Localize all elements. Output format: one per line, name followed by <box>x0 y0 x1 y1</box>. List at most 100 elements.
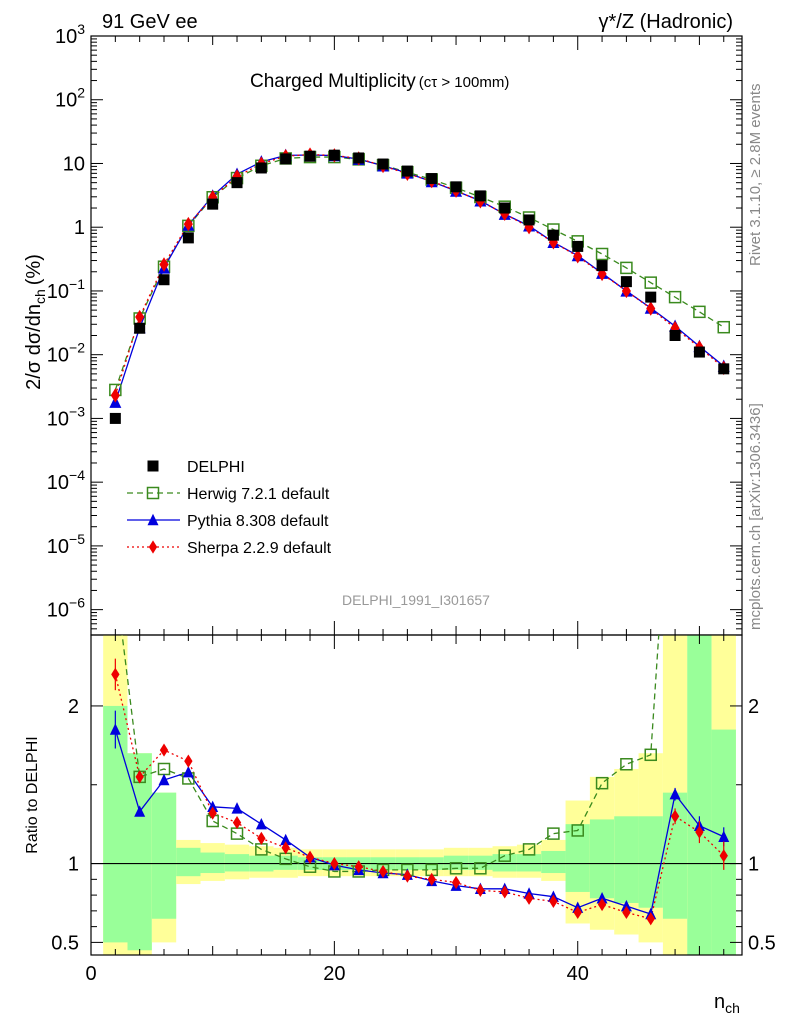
legend-marker-delphi <box>147 460 159 472</box>
ratio-point-pythia <box>231 802 243 814</box>
header-left: 91 GeV ee <box>102 11 198 33</box>
band-green <box>541 850 566 874</box>
legend-marker-sherpa <box>148 540 158 554</box>
data-point-delphi <box>596 260 608 272</box>
x-tick-label: 0 <box>85 963 96 985</box>
ratio-y-tick-label: 0.5 <box>51 932 79 954</box>
data-point-sherpa <box>573 249 583 264</box>
band-green <box>687 635 712 955</box>
y-tick-label: 10−5 <box>47 531 85 558</box>
ratio-point-sherpa <box>135 770 144 784</box>
band-green <box>565 824 590 892</box>
ratio-point-pythia <box>109 723 121 735</box>
data-point-sherpa <box>135 309 145 325</box>
data-point-delphi <box>255 162 267 174</box>
ratio-point-herwig <box>644 748 657 762</box>
data-point-delphi <box>377 158 389 170</box>
data-point-delphi <box>109 412 121 424</box>
ratio-y-tick-label: 1 <box>68 854 79 876</box>
ratio-series <box>109 385 730 926</box>
ratio-ylabel: Ratio to DELPHI <box>24 736 41 853</box>
ratio-point-sherpa <box>330 856 339 871</box>
data-point-delphi <box>231 177 243 189</box>
side-label-rivet: Rivet 3.1.10, ≥ 2.8M events <box>747 84 764 267</box>
ratio-point-sherpa <box>403 869 412 883</box>
ratio-point-pythia <box>280 833 292 846</box>
data-point-sherpa <box>597 266 607 282</box>
ratio-point-pythia <box>158 773 170 786</box>
side-label-mcplots: mcplots.cern.ch [arXiv:1306.3436] <box>747 403 764 630</box>
ratio-point-sherpa <box>524 891 534 905</box>
header-right: γ*/Z (Hadronic) <box>599 11 733 33</box>
ratio-y-tick-label: 1 <box>748 854 759 876</box>
ratio-point-sherpa <box>549 894 558 909</box>
ratio-point-pythia <box>718 830 730 842</box>
band-green <box>273 855 298 870</box>
ratio-point-herwig <box>498 849 511 862</box>
data-point-delphi <box>718 363 730 375</box>
x-tick-label: 40 <box>567 963 589 985</box>
data-point-delphi <box>328 149 340 161</box>
ratio-point-herwig <box>571 824 584 837</box>
ratio-point-sherpa <box>159 743 169 757</box>
y-tick-label: 10−3 <box>47 403 85 430</box>
data-point-delphi <box>280 153 292 165</box>
ratio-point-pythia <box>596 892 608 904</box>
ratio-point-sherpa <box>354 860 363 874</box>
ratio-point-pythia <box>620 899 632 912</box>
data-point-sherpa <box>646 301 656 316</box>
band-green <box>151 792 177 919</box>
y-tick-label: 10−6 <box>47 595 85 622</box>
ratio-point-sherpa <box>305 850 315 864</box>
legend-label-delphi: DELPHI <box>187 459 245 476</box>
ratio-point-sherpa <box>719 849 728 863</box>
analysis-tag: DELPHI_1991_I301657 <box>342 592 490 608</box>
ratio-point-pythia <box>134 805 146 817</box>
ratio-point-pythia <box>669 787 681 800</box>
legend-marker-herwig <box>146 486 160 500</box>
ratio-line-sherpa <box>114 674 725 920</box>
data-point-delphi <box>547 229 559 241</box>
data-point-herwig <box>693 305 706 319</box>
band-green <box>516 854 542 872</box>
band-green <box>638 816 663 908</box>
ratio-point-sherpa <box>281 841 290 855</box>
ratio-y-tick-label: 0.5 <box>748 932 776 954</box>
data-point-delphi <box>669 330 681 341</box>
band-green <box>224 854 250 872</box>
ratio-point-sherpa <box>232 815 242 830</box>
data-point-delphi <box>645 291 657 303</box>
ratio-point-sherpa <box>476 883 485 897</box>
ratio-point-sherpa <box>378 864 388 879</box>
ratio-point-sherpa <box>208 806 217 820</box>
legend-marker-pythia <box>147 513 159 526</box>
band-green <box>200 852 225 874</box>
ratio-point-herwig <box>595 776 609 790</box>
data-point-sherpa <box>110 388 120 403</box>
y-tick-label: 103 <box>55 21 85 48</box>
ratio-point-sherpa <box>257 831 266 845</box>
legend: DELPHI Herwig 7.2.1 default Pythia 8.308 d… <box>127 459 332 557</box>
band-green <box>176 847 201 877</box>
data-point-delphi <box>426 173 438 185</box>
ratio-point-sherpa <box>695 825 704 839</box>
ratio-point-herwig <box>670 385 681 396</box>
series-line-herwig <box>114 156 725 391</box>
y-tick-label: 102 <box>55 85 85 112</box>
legend-label-herwig: Herwig 7.2.1 default <box>187 486 330 503</box>
data-point-herwig <box>595 247 609 261</box>
legend-label-pythia: Pythia 8.308 default <box>187 513 329 530</box>
data-point-herwig <box>668 290 682 304</box>
y-tick-label: 10 <box>63 153 85 175</box>
data-point-delphi <box>207 198 219 210</box>
legend-label-sherpa: Sherpa 2.2.9 default <box>187 540 332 557</box>
ratio-plot: 0 20 40 0.5 0.5 1 1 2 2 <box>51 385 776 985</box>
data-point-delphi <box>450 181 462 193</box>
data-point-delphi <box>304 150 316 162</box>
data-point-delphi <box>134 322 146 334</box>
uncertainty-bands <box>103 635 736 955</box>
ratio-point-herwig <box>547 827 560 840</box>
data-point-delphi <box>523 214 535 226</box>
